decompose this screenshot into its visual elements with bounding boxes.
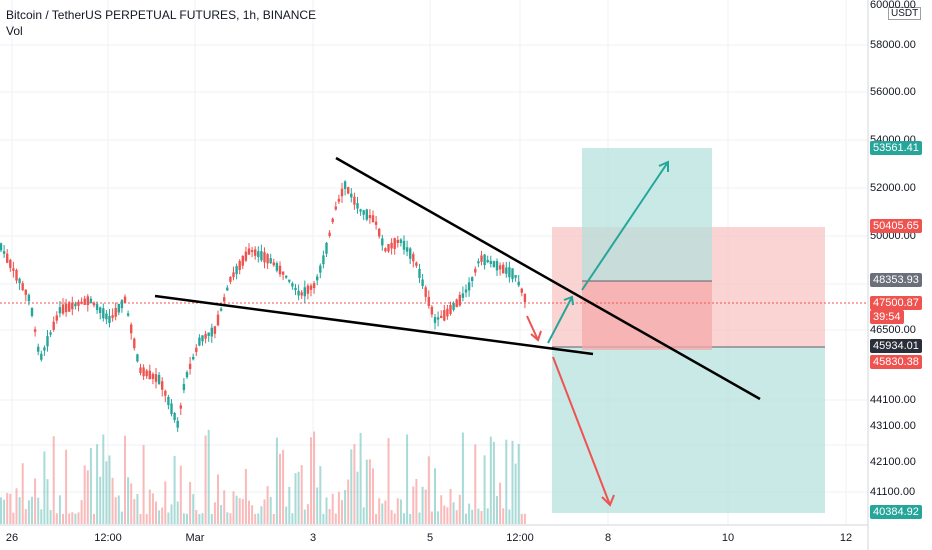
price-badge: 40384.92 [870,505,922,519]
x-axis-label: 26 [5,532,19,544]
y-axis-label: 60000.00 [870,0,916,11]
y-axis-label: 44100.00 [870,394,916,406]
price-badge: 50405.65 [870,219,922,233]
y-axis-label: 52000.00 [870,182,916,194]
price-badge: 39:54 [870,310,904,324]
arrows[interactable] [526,160,669,507]
y-axis-label: 46500.00 [870,324,916,336]
volume-bars [0,429,526,524]
candlesticks [0,180,527,432]
x-axis-label: 3 [309,532,317,544]
x-axis-label: Mar [185,532,205,544]
red-arrow-large [552,356,615,507]
currency-button[interactable]: USDT [888,7,922,20]
price-badge: 45934.01 [870,339,922,353]
y-axis-label: 43100.00 [870,420,916,432]
volume-label: Vol [6,24,23,38]
teal-arrow-small [547,295,574,344]
short-target-zone[interactable] [552,347,825,513]
long-stop-zone[interactable] [582,281,712,350]
price-badge: 48353.93 [870,273,922,287]
price-badge: 53561.41 [870,141,922,155]
red-arrow-small [526,315,542,342]
lower-trendline[interactable] [154,294,594,356]
x-axis-label: 12:00 [94,532,122,544]
price-badge: 47500.87 [870,296,922,310]
teal-arrow-large [581,160,669,291]
chart-title: Bitcoin / TetherUS PERPETUAL FUTURES, 1h… [6,8,317,22]
x-axis-label: 12 [839,532,853,544]
y-axis-label: 42100.00 [870,456,916,468]
price-badge: 45830.38 [870,355,922,369]
x-axis-label: 5 [426,532,434,544]
y-axis-label: 56000.00 [870,86,916,98]
x-axis-label: 10 [721,532,735,544]
y-axis-label: 41100.00 [870,486,916,498]
x-axis-label: 12:00 [506,532,534,544]
x-axis-label: 8 [604,532,612,544]
upper-trendline[interactable] [335,156,761,401]
y-axis-label: 50000.00 [870,230,916,242]
long-position-tool[interactable] [582,148,712,350]
y-axis-label: 58000.00 [870,39,916,51]
